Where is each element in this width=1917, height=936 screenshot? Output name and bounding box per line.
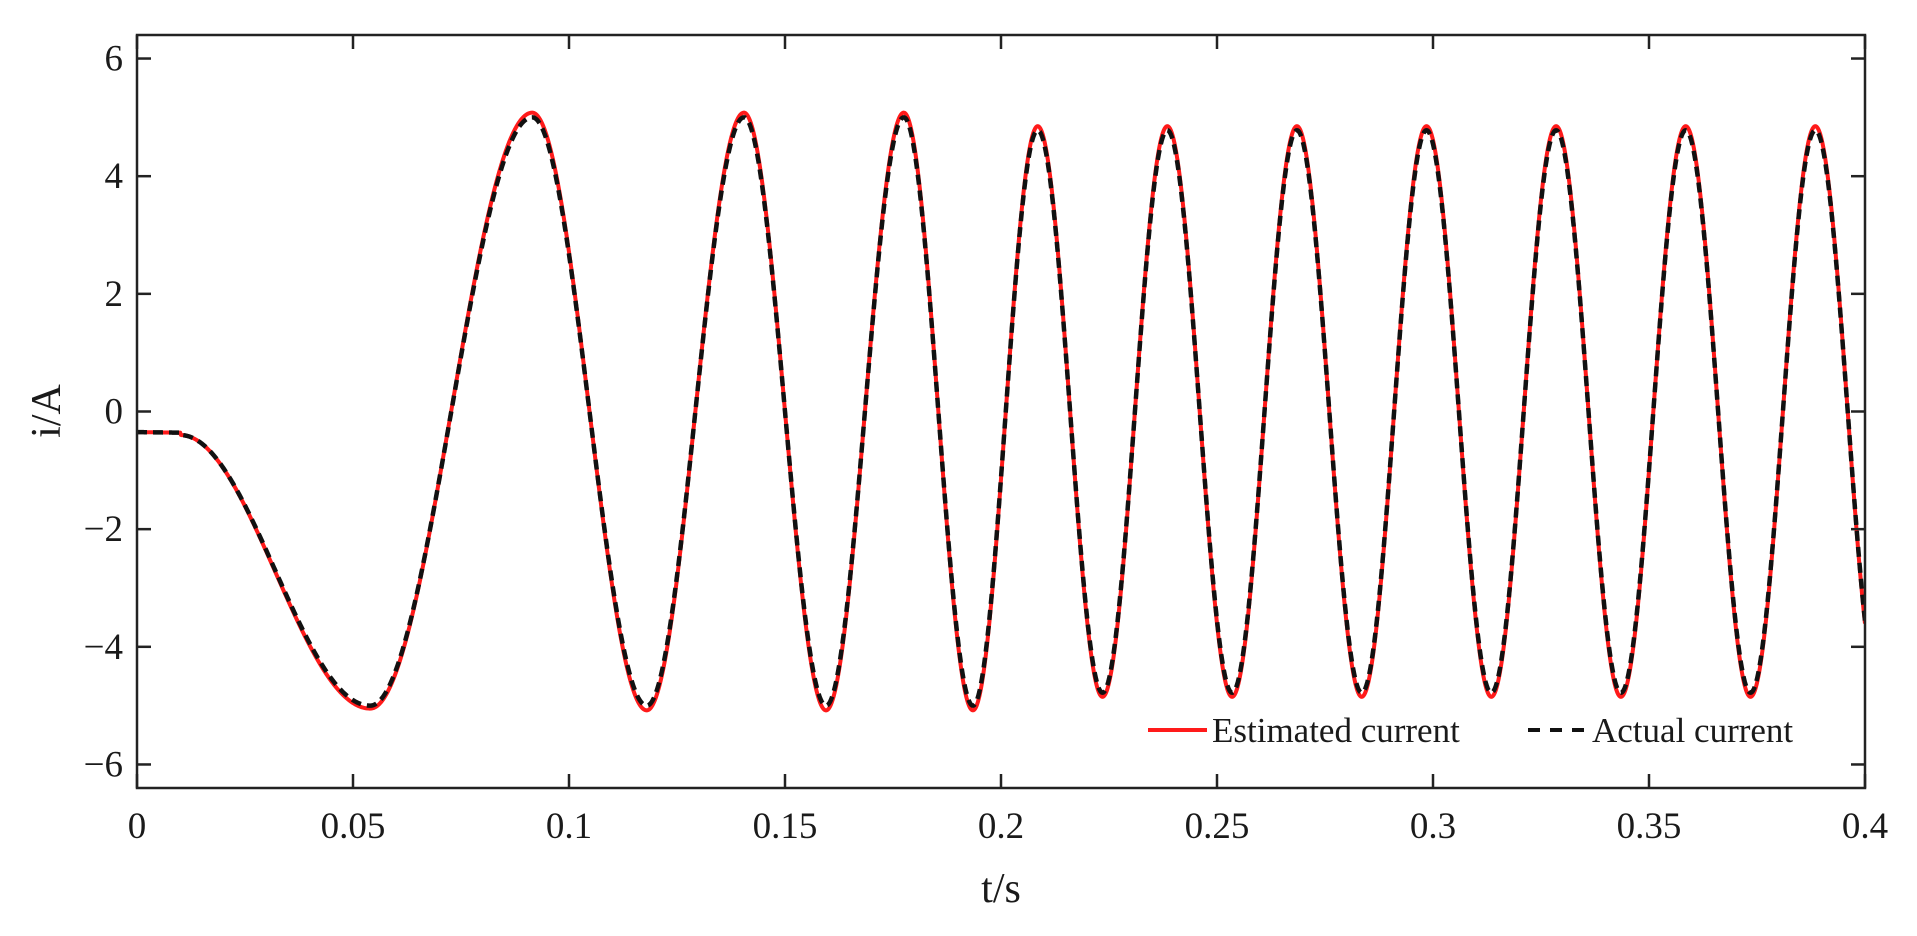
- x-axis-label: t/s: [981, 866, 1021, 912]
- x-tick-label: 0.4: [1842, 806, 1888, 847]
- x-tick-label: 0.15: [753, 806, 818, 847]
- x-tick-label: 0: [128, 806, 147, 847]
- x-tick-label: 0.2: [978, 806, 1024, 847]
- x-tick-label: 0.35: [1617, 806, 1682, 847]
- x-tick-label: 0.1: [546, 806, 592, 847]
- y-tick-label: 2: [105, 274, 124, 315]
- legend-label-estimated-current: Estimated current: [1212, 711, 1460, 750]
- legend: Estimated current Actual current: [1148, 711, 1793, 750]
- y-tick-label: −4: [84, 627, 123, 668]
- series-line-actual-current: [137, 115, 1865, 708]
- y-tick-label: 6: [105, 39, 124, 80]
- x-tick-label: 0.3: [1410, 806, 1456, 847]
- y-axis-label: i/A: [24, 383, 70, 437]
- y-tick-label: −6: [84, 744, 123, 785]
- y-tick-label: 4: [105, 156, 124, 197]
- x-tick-label: 0.25: [1185, 806, 1250, 847]
- y-tick-label: −2: [84, 509, 123, 550]
- legend-label-actual-current: Actual current: [1592, 711, 1793, 750]
- y-tick-label: 0: [105, 392, 124, 433]
- x-tick-label: 0.05: [321, 806, 386, 847]
- curves-layer: [137, 110, 1865, 713]
- ticks-layer: 0 0.05 0.1 0.15 0.2 0.25 0.3 0.35 0.4 −6 −4 −2 0 2 4 6: [84, 35, 1888, 847]
